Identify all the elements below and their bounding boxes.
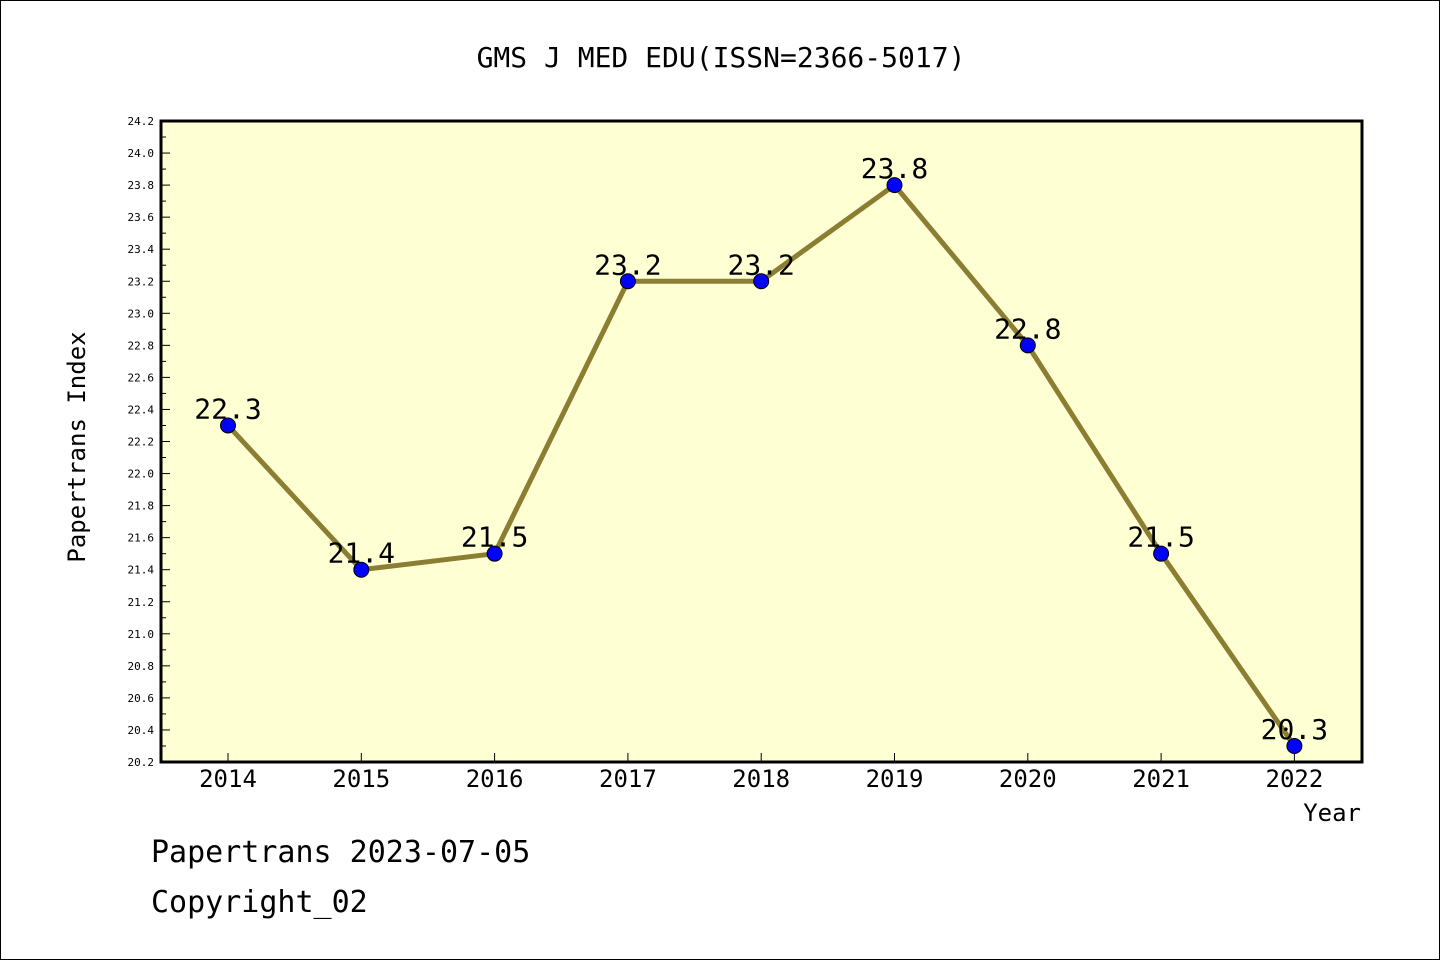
x-tick-label: 2020: [999, 765, 1057, 793]
y-tick-label: 21.0: [128, 628, 155, 641]
y-tick-label: 23.2: [128, 275, 155, 288]
y-tick-label: 20.8: [128, 660, 155, 673]
y-tick-label: 21.8: [128, 500, 155, 513]
data-point: [220, 417, 236, 434]
data-label: 23.8: [861, 152, 928, 185]
y-tick-label: 22.4: [128, 403, 155, 416]
x-tick-label: 2014: [199, 765, 257, 793]
y-tick-label: 22.2: [128, 436, 155, 449]
data-label: 22.8: [994, 312, 1061, 345]
x-tick-label: 2018: [732, 765, 790, 793]
y-tick-label: 22.6: [128, 371, 155, 384]
y-tick-label: 22.0: [128, 468, 155, 481]
y-tick-label: 21.2: [128, 596, 155, 609]
x-tick-label: 2017: [599, 765, 657, 793]
data-label: 20.3: [1261, 713, 1328, 746]
data-point: [619, 273, 636, 290]
y-tick-label: 21.6: [128, 532, 155, 545]
y-tick-label: 23.8: [128, 179, 155, 192]
y-tick-label: 23.0: [128, 307, 155, 320]
y-tick-label: 20.4: [128, 724, 155, 737]
plot-area: [159, 119, 1364, 764]
x-tick-label: 2015: [332, 765, 390, 793]
data-point: [886, 177, 903, 194]
y-tick-label: 20.6: [128, 692, 155, 705]
data-point: [353, 561, 370, 578]
footer-copyright: Copyright_02: [151, 885, 368, 920]
data-label: 23.2: [727, 248, 794, 281]
y-tick-label: 23.6: [128, 211, 155, 224]
y-tick-label: 22.8: [128, 339, 155, 352]
x-axis-label: Year: [1303, 799, 1361, 827]
y-axis-label: Papertrans Index: [63, 331, 91, 562]
data-label: 21.5: [1127, 521, 1194, 554]
x-tick-label: 2019: [866, 765, 924, 793]
data-point: [1286, 737, 1303, 754]
y-tick-label: 20.2: [128, 756, 155, 769]
x-tick-label: 2016: [466, 765, 524, 793]
data-label: 21.4: [328, 537, 395, 570]
y-tick-label: 24.2: [128, 115, 155, 128]
data-point: [486, 545, 503, 562]
chart-title: GMS J MED EDU(ISSN=2366-5017): [477, 41, 966, 74]
y-tick-label: 23.4: [128, 243, 155, 256]
y-tick-label: 21.4: [128, 564, 155, 577]
data-point: [1153, 545, 1170, 562]
data-point: [753, 273, 770, 290]
data-point: [1019, 337, 1036, 354]
data-label: 23.2: [594, 248, 661, 281]
data-label: 21.5: [461, 521, 528, 554]
footer-source: Papertrans 2023-07-05: [151, 835, 531, 870]
data-label: 22.3: [194, 392, 261, 425]
y-tick-label: 24.0: [128, 147, 155, 160]
x-tick-label: 2021: [1132, 765, 1190, 793]
x-tick-label: 2022: [1266, 765, 1324, 793]
